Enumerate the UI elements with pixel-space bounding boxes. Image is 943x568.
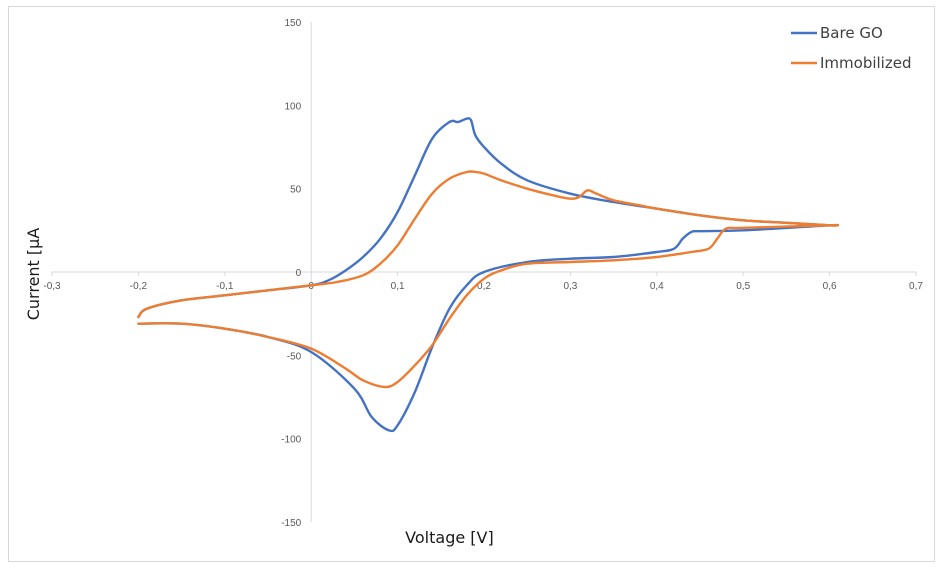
legend-label: Bare GO xyxy=(820,24,883,42)
legend-label: Immobilized xyxy=(820,54,911,72)
x-tick-label: 0,3 xyxy=(563,281,577,292)
x-tick-label: 0,2 xyxy=(477,281,491,292)
y-tick-label: 150 xyxy=(285,18,302,29)
chart-frame: -0,3 -0,2 -0,1 0 0,1 0,2 0,3 0,4 0,5 0,6 0,7 150 10… xyxy=(8,6,935,562)
x-tick-labels: -0,3 -0,2 -0,1 0 0,1 0,2 0,3 0,4 0,5 0,6 0,7 xyxy=(43,272,923,292)
x-tick-label: 0,5 xyxy=(736,281,750,292)
y-tick-label: -150 xyxy=(281,518,301,529)
legend: Bare GO Immobilized xyxy=(791,24,911,72)
x-tick-label: -0,1 xyxy=(216,281,234,292)
x-tick-label: 0,7 xyxy=(909,281,923,292)
series-line-immobilized xyxy=(137,170,840,389)
y-tick-label: 50 xyxy=(290,185,302,196)
cyclic-voltammogram-chart: -0,3 -0,2 -0,1 0 0,1 0,2 0,3 0,4 0,5 0,6 0,7 150 10… xyxy=(24,18,923,547)
y-tick-labels: 150 100 50 0 -50 -100 -150 xyxy=(281,18,301,529)
x-tick-label: 0,6 xyxy=(823,281,837,292)
y-tick-label: -100 xyxy=(281,435,301,446)
y-tick-label: -50 xyxy=(287,351,302,362)
x-axis-title: Voltage [V] xyxy=(405,528,494,547)
y-tick-label: 100 xyxy=(285,101,302,112)
x-tick-label: -0,2 xyxy=(130,281,148,292)
series-layer xyxy=(137,117,840,433)
y-axis-title: Current [µA xyxy=(24,228,43,321)
x-tick-label: 0,1 xyxy=(391,281,405,292)
x-tick-label: 0,4 xyxy=(650,281,664,292)
x-tick-label: -0,3 xyxy=(43,281,61,292)
y-tick-label: 0 xyxy=(296,268,302,279)
